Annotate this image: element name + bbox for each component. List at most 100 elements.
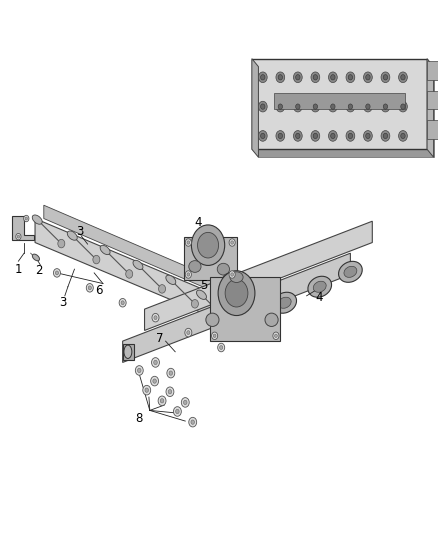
Circle shape — [313, 104, 318, 109]
Circle shape — [296, 104, 300, 109]
Ellipse shape — [124, 345, 132, 358]
Circle shape — [213, 334, 216, 337]
Circle shape — [218, 271, 255, 316]
Circle shape — [296, 133, 300, 139]
Ellipse shape — [230, 272, 243, 282]
Ellipse shape — [206, 313, 219, 326]
Circle shape — [331, 75, 335, 80]
Circle shape — [17, 235, 20, 238]
Circle shape — [219, 345, 223, 350]
Circle shape — [346, 72, 355, 83]
Circle shape — [278, 104, 283, 109]
Circle shape — [151, 376, 159, 386]
Polygon shape — [12, 216, 34, 240]
Circle shape — [383, 133, 388, 139]
Text: 7: 7 — [156, 332, 164, 345]
Circle shape — [88, 286, 92, 290]
Ellipse shape — [133, 260, 143, 270]
Circle shape — [296, 75, 300, 80]
Polygon shape — [252, 59, 258, 157]
Circle shape — [126, 270, 133, 278]
Circle shape — [328, 101, 337, 112]
Ellipse shape — [32, 254, 39, 261]
Circle shape — [276, 131, 285, 141]
Circle shape — [293, 72, 302, 83]
Circle shape — [191, 300, 198, 308]
Circle shape — [311, 101, 320, 112]
Ellipse shape — [265, 313, 278, 326]
Circle shape — [24, 215, 29, 222]
Circle shape — [366, 104, 370, 109]
Circle shape — [381, 101, 390, 112]
Circle shape — [191, 420, 194, 424]
Circle shape — [58, 239, 65, 248]
Circle shape — [169, 371, 173, 375]
Circle shape — [166, 387, 174, 397]
Text: 1: 1 — [14, 263, 22, 276]
Circle shape — [231, 241, 233, 244]
Polygon shape — [123, 344, 134, 360]
Circle shape — [381, 131, 390, 141]
Circle shape — [152, 313, 159, 322]
Polygon shape — [145, 221, 372, 330]
Circle shape — [185, 328, 192, 337]
Circle shape — [364, 72, 372, 83]
Circle shape — [160, 399, 164, 403]
Ellipse shape — [197, 290, 206, 300]
Ellipse shape — [217, 263, 230, 275]
Circle shape — [198, 232, 219, 258]
Circle shape — [212, 332, 218, 340]
Ellipse shape — [67, 231, 77, 240]
Circle shape — [293, 101, 302, 112]
Circle shape — [261, 133, 265, 139]
Ellipse shape — [339, 261, 362, 282]
Text: 8: 8 — [136, 412, 143, 425]
Circle shape — [364, 101, 372, 112]
Polygon shape — [252, 59, 427, 149]
Circle shape — [276, 72, 285, 83]
Polygon shape — [258, 67, 434, 157]
Circle shape — [55, 271, 59, 275]
Ellipse shape — [32, 215, 42, 224]
Circle shape — [311, 72, 320, 83]
Circle shape — [346, 131, 355, 141]
Circle shape — [121, 301, 124, 305]
Text: 6: 6 — [95, 284, 102, 297]
Circle shape — [229, 271, 235, 278]
Circle shape — [93, 255, 100, 264]
Ellipse shape — [225, 277, 230, 283]
Circle shape — [218, 343, 225, 352]
Circle shape — [381, 72, 390, 83]
Circle shape — [138, 368, 141, 373]
Text: 4: 4 — [315, 291, 323, 304]
Circle shape — [331, 133, 335, 139]
Circle shape — [135, 366, 143, 375]
Circle shape — [258, 131, 267, 141]
Circle shape — [399, 72, 407, 83]
Circle shape — [401, 104, 405, 109]
Circle shape — [311, 131, 320, 141]
Circle shape — [187, 241, 190, 244]
Circle shape — [258, 72, 267, 83]
Circle shape — [225, 279, 248, 307]
Circle shape — [143, 385, 151, 395]
Text: 2: 2 — [35, 264, 42, 277]
Polygon shape — [427, 59, 434, 157]
Circle shape — [86, 284, 93, 292]
Polygon shape — [427, 61, 438, 80]
Circle shape — [348, 104, 353, 109]
Circle shape — [261, 75, 265, 80]
Circle shape — [328, 131, 337, 141]
Circle shape — [366, 133, 370, 139]
Circle shape — [348, 133, 353, 139]
Ellipse shape — [313, 281, 326, 292]
Circle shape — [364, 131, 372, 141]
Circle shape — [261, 104, 265, 109]
Polygon shape — [210, 277, 280, 341]
Circle shape — [191, 225, 225, 265]
Ellipse shape — [100, 245, 110, 255]
Circle shape — [399, 101, 407, 112]
Circle shape — [328, 72, 337, 83]
Circle shape — [185, 271, 191, 278]
Circle shape — [275, 334, 277, 337]
